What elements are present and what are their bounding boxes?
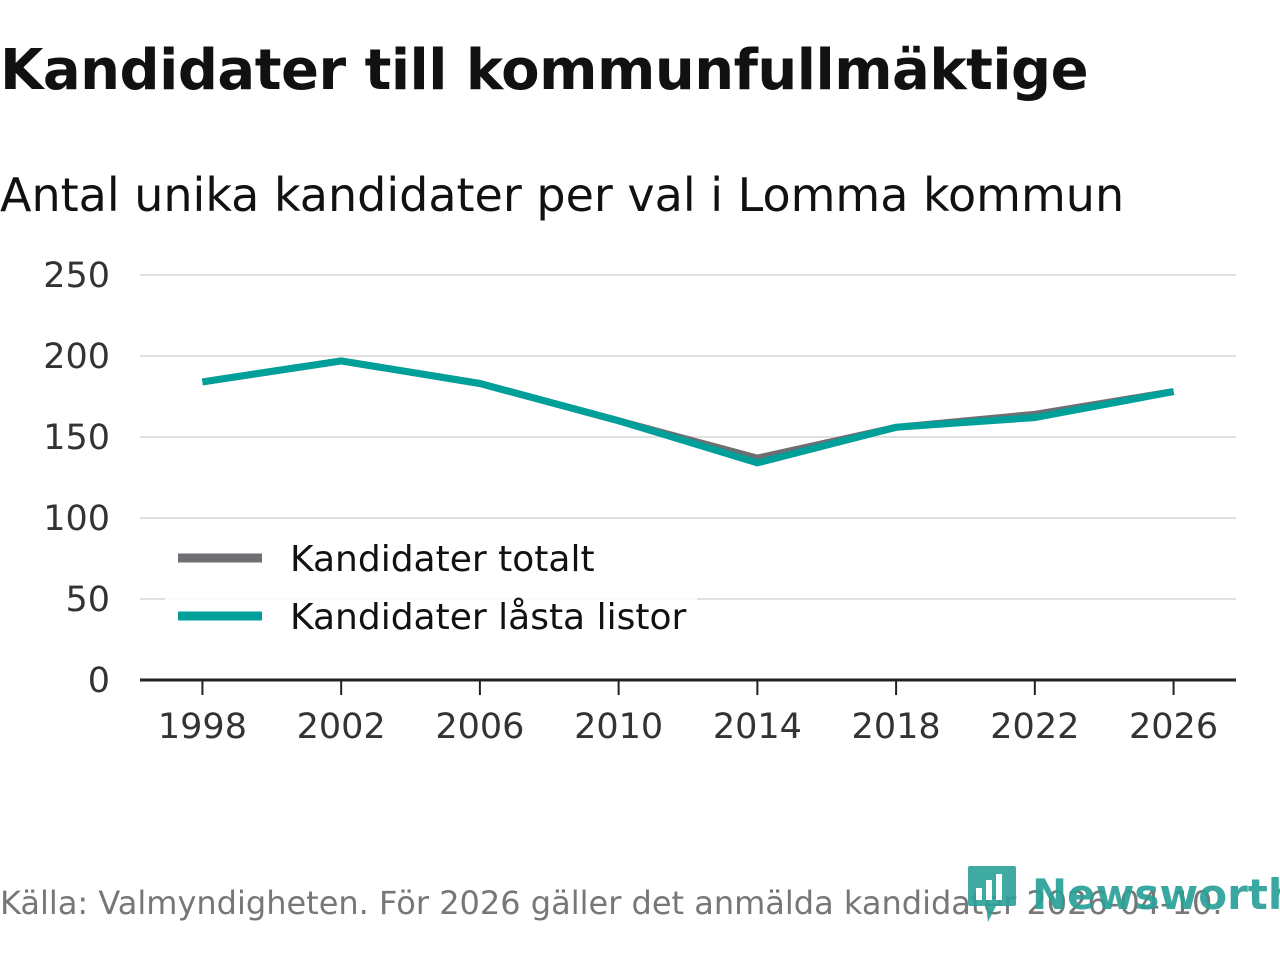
- x-axis-tick-labels: 1998 2002 2006 2010 2014 2018 2022 2026: [158, 707, 1218, 747]
- y-tick-label: 200: [43, 337, 110, 377]
- chart-title: Kandidater till kommunfullmäktige: [0, 38, 1089, 103]
- series-lines: [201, 357, 1175, 467]
- newsworthy-logo: Newsworthy: [966, 862, 1280, 926]
- legend-background: [165, 528, 697, 656]
- bar-chart-badge-icon: [968, 866, 1016, 922]
- x-tick-label: 2018: [852, 707, 941, 747]
- brand-name: Newsworthy: [1032, 869, 1280, 919]
- x-tick-label: 2014: [713, 707, 802, 747]
- x-tick-label: 2002: [297, 707, 386, 747]
- chart-subtitle: Antal unika kandidater per val i Lomma k…: [0, 168, 1125, 222]
- legend: Kandidater totalt Kandidater låsta listor: [165, 528, 697, 656]
- x-tick-label: 1998: [158, 707, 247, 747]
- y-tick-label: 250: [43, 256, 110, 296]
- y-tick-label: 100: [43, 499, 110, 539]
- y-axis-tick-labels: 0 50 100 150 200 250: [43, 256, 110, 701]
- source-note: Källa: Valmyndigheten. För 2026 gäller d…: [0, 884, 1223, 922]
- x-tick-label: 2022: [990, 707, 1079, 747]
- x-axis: [140, 678, 1236, 695]
- y-tick-label: 150: [43, 418, 110, 458]
- legend-label: Kandidater låsta listor: [290, 597, 686, 638]
- y-tick-label: 50: [65, 580, 110, 620]
- series-line-1: [201, 357, 1175, 467]
- y-tick-label: 0: [88, 661, 110, 701]
- x-tick-label: 2006: [435, 707, 524, 747]
- legend-label: Kandidater totalt: [290, 539, 595, 580]
- x-tick-label: 2026: [1129, 707, 1218, 747]
- x-tick-label: 2010: [574, 707, 663, 747]
